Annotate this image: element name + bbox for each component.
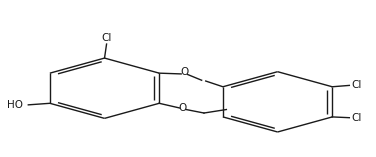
Text: O: O	[180, 67, 188, 77]
Text: Cl: Cl	[352, 80, 362, 90]
Text: O: O	[179, 103, 187, 113]
Text: Cl: Cl	[102, 33, 112, 43]
Text: Cl: Cl	[352, 113, 362, 123]
Text: HO: HO	[7, 100, 23, 110]
